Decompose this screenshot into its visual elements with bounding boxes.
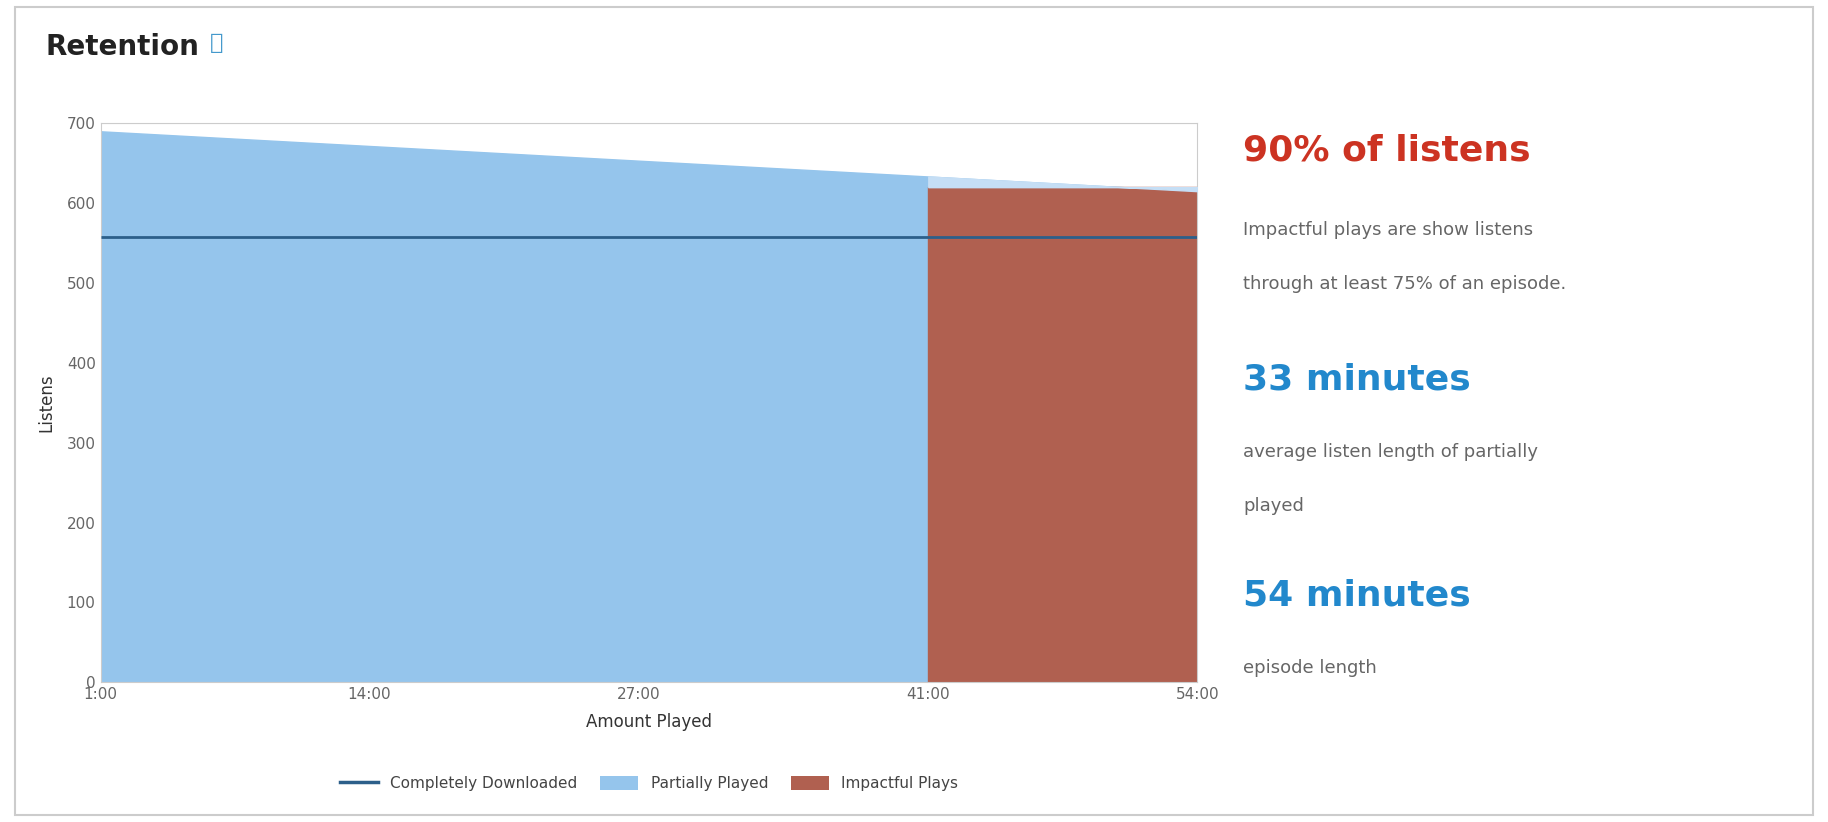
Text: average listen length of partially: average listen length of partially — [1243, 443, 1537, 461]
Text: 54 minutes: 54 minutes — [1243, 578, 1472, 612]
Text: Retention: Retention — [46, 33, 199, 61]
X-axis label: Amount Played: Amount Played — [587, 713, 711, 732]
Text: Impactful plays are show listens: Impactful plays are show listens — [1243, 221, 1534, 238]
Text: ⓘ: ⓘ — [210, 33, 223, 53]
Text: 33 minutes: 33 minutes — [1243, 363, 1472, 396]
Text: 90% of listens: 90% of listens — [1243, 133, 1530, 167]
Y-axis label: Listens: Listens — [38, 373, 55, 432]
Legend: Completely Downloaded, Partially Played, Impactful Plays: Completely Downloaded, Partially Played,… — [333, 770, 965, 797]
Text: episode length: episode length — [1243, 659, 1376, 677]
Text: through at least 75% of an episode.: through at least 75% of an episode. — [1243, 275, 1567, 293]
Text: played: played — [1243, 497, 1303, 515]
